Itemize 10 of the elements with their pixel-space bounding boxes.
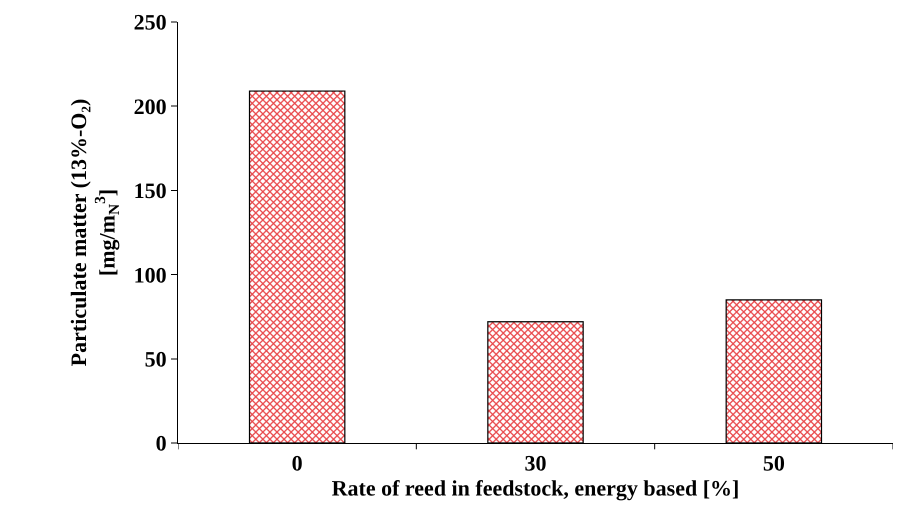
y-tick-label: 200 bbox=[134, 94, 167, 119]
y-tick-label: 50 bbox=[144, 346, 167, 372]
x-tick-label: 30 bbox=[524, 450, 546, 476]
y-tick-label: 0 bbox=[156, 430, 167, 456]
x-axis-title: Rate of reed in feedstock, energy based [%] bbox=[332, 475, 740, 500]
x-tick-label: 50 bbox=[762, 450, 785, 476]
y-tick-label: 100 bbox=[134, 262, 167, 288]
y-tick-label: 150 bbox=[134, 178, 167, 204]
y-tick-label: 250 bbox=[134, 10, 167, 35]
x-tick-label: 0 bbox=[292, 450, 303, 476]
